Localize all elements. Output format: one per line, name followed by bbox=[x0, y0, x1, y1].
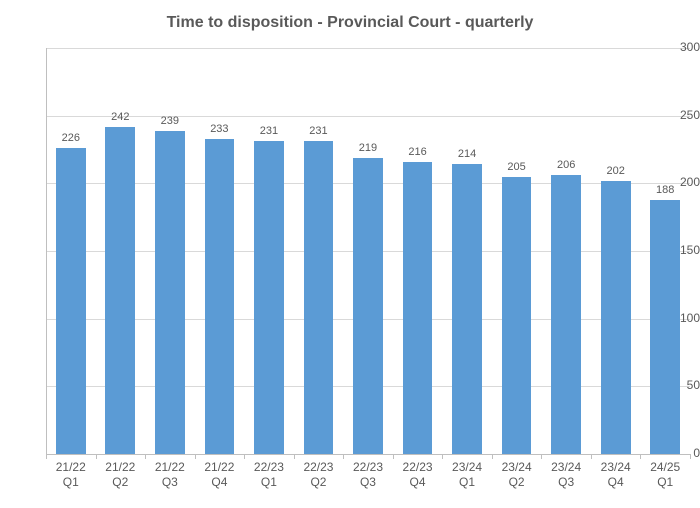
x-axis-label: 22/23 Q4 bbox=[393, 460, 443, 490]
bar bbox=[601, 181, 631, 454]
y-axis-label: 300 bbox=[662, 40, 700, 54]
gridline bbox=[46, 48, 690, 49]
bar bbox=[155, 131, 185, 454]
x-axis-label: 21/22 Q3 bbox=[145, 460, 195, 490]
x-axis-label: 22/23 Q1 bbox=[244, 460, 294, 490]
bar-value-label: 242 bbox=[101, 111, 139, 123]
bar bbox=[105, 127, 135, 455]
bar bbox=[650, 200, 680, 454]
x-tick bbox=[591, 454, 592, 459]
x-tick bbox=[46, 454, 47, 459]
x-tick bbox=[195, 454, 196, 459]
x-axis-label: 21/22 Q4 bbox=[195, 460, 245, 490]
chart-title: Time to disposition - Provincial Court -… bbox=[0, 14, 700, 32]
x-tick bbox=[294, 454, 295, 459]
x-axis-label: 21/22 Q2 bbox=[96, 460, 146, 490]
bar bbox=[205, 139, 235, 454]
bar-value-label: 239 bbox=[151, 115, 189, 127]
bar-value-label: 205 bbox=[498, 161, 536, 173]
bar bbox=[452, 164, 482, 454]
plot-area: 226242239233231231219216214205206202188 bbox=[46, 48, 690, 454]
x-axis-label: 23/24 Q3 bbox=[541, 460, 591, 490]
y-axis-label: 150 bbox=[662, 243, 700, 257]
gridline bbox=[46, 454, 690, 455]
x-axis-label: 24/25 Q1 bbox=[640, 460, 690, 490]
x-axis-label: 23/24 Q4 bbox=[591, 460, 641, 490]
x-tick bbox=[96, 454, 97, 459]
bar-value-label: 226 bbox=[52, 132, 90, 144]
bar bbox=[254, 141, 284, 454]
x-tick bbox=[541, 454, 542, 459]
y-axis-line bbox=[46, 48, 47, 454]
disposition-chart: Time to disposition - Provincial Court -… bbox=[0, 0, 700, 508]
bar-value-label: 219 bbox=[349, 142, 387, 154]
y-axis-label: 100 bbox=[662, 311, 700, 325]
x-tick bbox=[145, 454, 146, 459]
bar-value-label: 202 bbox=[597, 165, 635, 177]
bar bbox=[502, 177, 532, 454]
bar-value-label: 206 bbox=[547, 159, 585, 171]
bar bbox=[56, 148, 86, 454]
bar-value-label: 233 bbox=[201, 123, 239, 135]
x-tick bbox=[492, 454, 493, 459]
bar-value-label: 231 bbox=[300, 125, 338, 137]
y-axis-label: 50 bbox=[662, 378, 700, 392]
x-tick bbox=[640, 454, 641, 459]
x-axis-label: 22/23 Q3 bbox=[343, 460, 393, 490]
y-axis-label: 250 bbox=[662, 108, 700, 122]
bar-value-label: 231 bbox=[250, 125, 288, 137]
x-tick bbox=[244, 454, 245, 459]
y-axis-label: 200 bbox=[662, 175, 700, 189]
x-axis-label: 22/23 Q2 bbox=[294, 460, 344, 490]
x-tick bbox=[442, 454, 443, 459]
x-axis-label: 23/24 Q1 bbox=[442, 460, 492, 490]
bar bbox=[403, 162, 433, 454]
gridline bbox=[46, 116, 690, 117]
x-axis-label: 23/24 Q2 bbox=[492, 460, 542, 490]
bar bbox=[551, 175, 581, 454]
bar-value-label: 216 bbox=[399, 146, 437, 158]
bar bbox=[304, 141, 334, 454]
x-tick bbox=[393, 454, 394, 459]
bar bbox=[353, 158, 383, 454]
x-tick bbox=[343, 454, 344, 459]
x-tick bbox=[690, 454, 691, 459]
y-axis-label: 0 bbox=[662, 446, 700, 460]
bar-value-label: 214 bbox=[448, 148, 486, 160]
x-axis-label: 21/22 Q1 bbox=[46, 460, 96, 490]
